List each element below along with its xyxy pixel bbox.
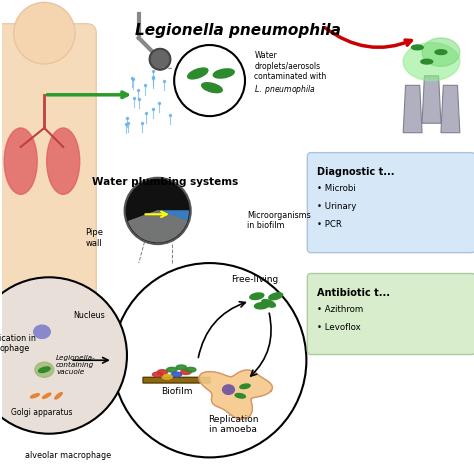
FancyBboxPatch shape	[0, 24, 96, 318]
FancyBboxPatch shape	[307, 273, 474, 355]
Ellipse shape	[235, 393, 246, 398]
Text: • Microbi: • Microbi	[317, 184, 356, 193]
Text: Microorganisms
in biofilm: Microorganisms in biofilm	[247, 211, 311, 230]
Ellipse shape	[153, 372, 163, 377]
Ellipse shape	[421, 59, 433, 64]
Circle shape	[0, 277, 127, 434]
FancyBboxPatch shape	[143, 377, 210, 383]
Ellipse shape	[162, 374, 172, 379]
Ellipse shape	[35, 362, 54, 377]
Ellipse shape	[55, 392, 62, 399]
Ellipse shape	[255, 302, 269, 309]
Ellipse shape	[34, 325, 50, 338]
Ellipse shape	[181, 370, 191, 374]
Ellipse shape	[435, 50, 447, 55]
Circle shape	[174, 45, 245, 116]
Text: Biofilm: Biofilm	[161, 387, 192, 395]
Ellipse shape	[269, 293, 283, 300]
Text: Antibiotic t...: Antibiotic t...	[317, 288, 390, 298]
Polygon shape	[403, 85, 422, 133]
Polygon shape	[441, 85, 460, 133]
Text: • Azithrom: • Azithrom	[317, 305, 363, 314]
Ellipse shape	[188, 68, 208, 79]
Text: Diagnostic t...: Diagnostic t...	[317, 167, 394, 177]
Text: Pipe
wall: Pipe wall	[85, 228, 103, 247]
Ellipse shape	[43, 393, 51, 399]
Ellipse shape	[176, 365, 186, 370]
Text: • PCR: • PCR	[317, 220, 342, 229]
Text: ication in
ophage: ication in ophage	[0, 334, 36, 353]
Text: Water
droplets/aerosols
contaminated with
$L.$ $pneumophila$: Water droplets/aerosols contaminated wit…	[255, 51, 327, 96]
Text: alveolar macrophage: alveolar macrophage	[26, 451, 111, 459]
Ellipse shape	[403, 43, 460, 81]
Ellipse shape	[201, 83, 222, 92]
Text: Legionella pneumophila: Legionella pneumophila	[135, 23, 341, 38]
Circle shape	[125, 178, 191, 244]
Ellipse shape	[213, 69, 234, 78]
Circle shape	[150, 49, 170, 70]
FancyBboxPatch shape	[307, 153, 474, 253]
Ellipse shape	[223, 385, 234, 394]
Ellipse shape	[157, 370, 168, 374]
Ellipse shape	[422, 38, 460, 66]
Ellipse shape	[185, 367, 196, 372]
Ellipse shape	[250, 293, 264, 300]
Text: Legionella-
containing
vacuole: Legionella- containing vacuole	[56, 355, 96, 375]
Text: Golgi apparatus: Golgi apparatus	[11, 408, 73, 417]
Ellipse shape	[171, 372, 182, 377]
Ellipse shape	[262, 300, 275, 307]
Text: Free-living: Free-living	[231, 275, 278, 284]
Text: Nucleus: Nucleus	[73, 311, 105, 319]
Ellipse shape	[38, 367, 50, 373]
Ellipse shape	[47, 128, 80, 194]
Text: Water plumbing systems: Water plumbing systems	[91, 177, 238, 188]
Text: • Levoflox: • Levoflox	[317, 323, 361, 332]
Wedge shape	[129, 211, 186, 242]
Ellipse shape	[4, 128, 37, 194]
Wedge shape	[129, 211, 188, 242]
Text: Replication
in amoeba: Replication in amoeba	[208, 415, 258, 434]
Ellipse shape	[240, 384, 250, 389]
Ellipse shape	[30, 394, 39, 398]
Text: • Urinary: • Urinary	[317, 202, 356, 211]
Polygon shape	[422, 76, 441, 123]
Polygon shape	[199, 370, 273, 419]
Ellipse shape	[411, 45, 423, 50]
Circle shape	[113, 263, 306, 457]
Circle shape	[14, 2, 75, 64]
Ellipse shape	[167, 367, 177, 372]
